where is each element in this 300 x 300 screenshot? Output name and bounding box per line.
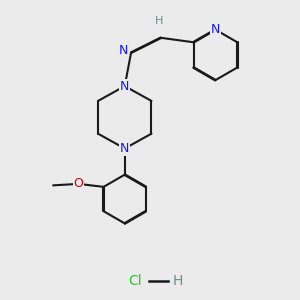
Text: H: H (173, 274, 183, 288)
Text: O: O (74, 177, 83, 190)
Text: N: N (211, 23, 220, 36)
Text: N: N (120, 142, 129, 155)
Text: N: N (119, 44, 128, 57)
Text: N: N (120, 80, 129, 93)
Text: H: H (155, 16, 164, 26)
Text: Cl: Cl (128, 274, 142, 288)
